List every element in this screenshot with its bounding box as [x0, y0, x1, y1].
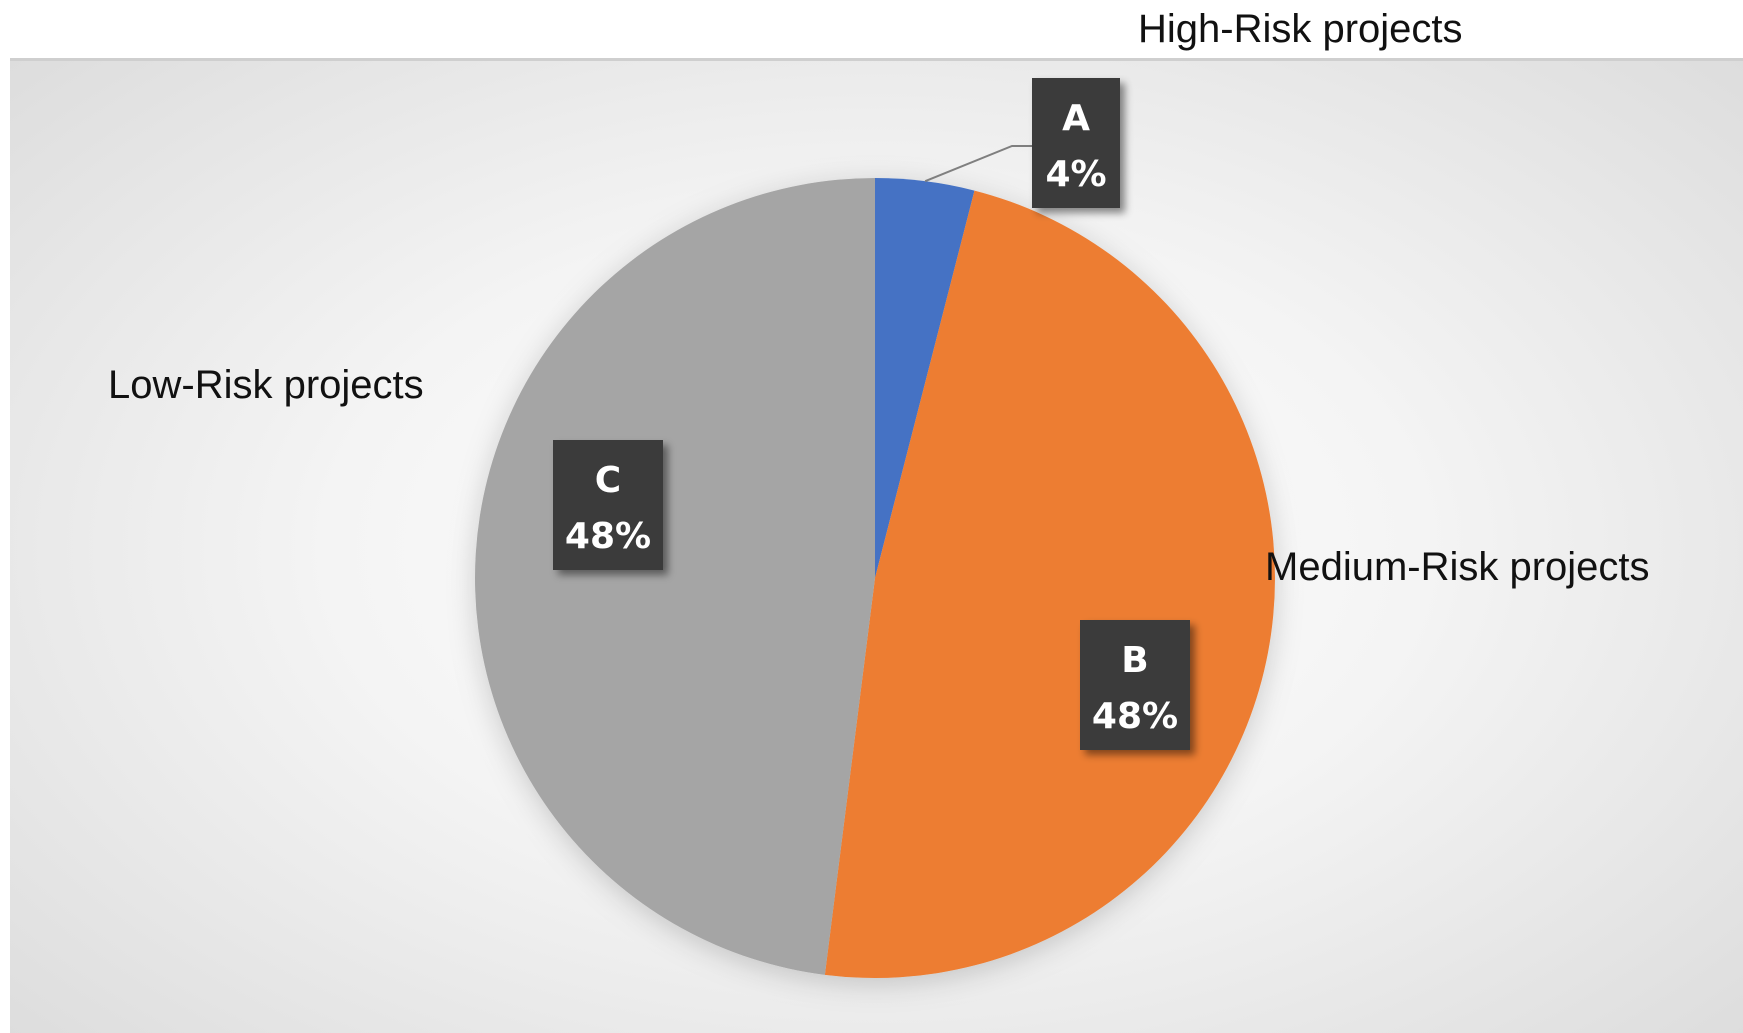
data-label-letter-b: B — [1121, 640, 1148, 681]
pie-slice-a — [875, 178, 975, 578]
data-label-box-c — [553, 440, 663, 570]
data-label-b: B 48% — [1080, 620, 1190, 750]
data-label-box-a — [1032, 78, 1120, 208]
data-label-letter-a: A — [1062, 98, 1090, 139]
data-label-percent-a: 4% — [1045, 154, 1106, 195]
data-label-percent-c: 48% — [565, 516, 651, 557]
category-label-a: High-Risk projects — [1138, 7, 1463, 51]
data-label-a: A 4% — [1032, 78, 1120, 208]
category-label-b: Medium-Risk projects — [1265, 545, 1650, 589]
leader-line-a — [924, 145, 1032, 183]
data-label-letter-c: C — [595, 460, 621, 501]
category-label-c: Low-Risk projects — [108, 363, 424, 407]
data-label-c: C 48% — [553, 440, 663, 570]
data-label-percent-b: 48% — [1092, 696, 1178, 737]
pie-slice-c — [474, 177, 875, 975]
pie-slice-b — [824, 190, 1275, 979]
data-label-box-b — [1080, 620, 1190, 750]
